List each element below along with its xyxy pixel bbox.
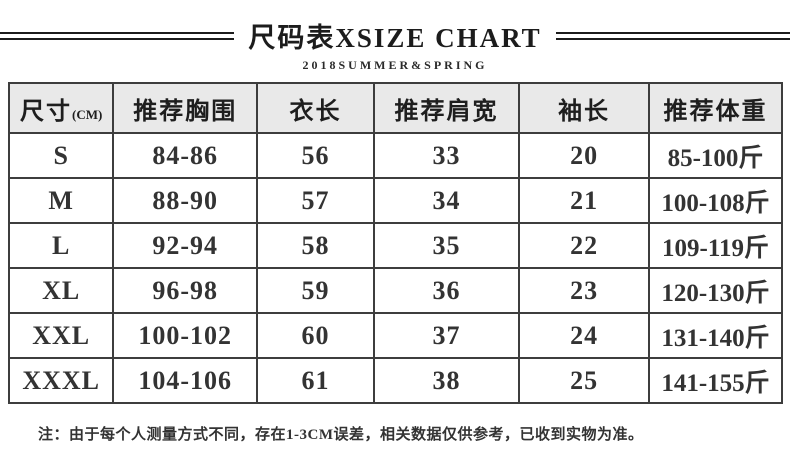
title-block: 尺码表XSIZE CHART 2018SUMMER&SPRING xyxy=(0,16,790,73)
value-cell: 141-155斤 xyxy=(648,357,783,404)
header-size-label: 尺寸 xyxy=(20,98,72,125)
header-row: 尺寸(CM) 推荐胸围 衣长 推荐肩宽 袖长 推荐体重 xyxy=(7,82,783,134)
footnote: 注：由于每个人测量方式不同，存在1-3CM误差，相关数据仅供参考，已收到实物为准… xyxy=(38,427,644,443)
value-cell: 58 xyxy=(256,222,375,269)
table-row: L 92-94 58 35 22 109-119斤 xyxy=(7,222,783,269)
value-cell: 34 xyxy=(372,177,521,224)
page-title: 尺码表XSIZE CHART xyxy=(248,23,542,53)
value-cell: 20 xyxy=(518,132,650,179)
header-size-unit: (CM) xyxy=(72,106,103,122)
value-cell: 35 xyxy=(372,222,521,269)
value-cell: 88-90 xyxy=(112,177,259,224)
value-cell: 56 xyxy=(256,132,375,179)
header-cell-weight: 推荐体重 xyxy=(648,82,783,134)
value-cell: 24 xyxy=(518,312,650,359)
title-rule-right xyxy=(555,31,790,40)
size-cell: XXL xyxy=(7,312,115,359)
page-subtitle: 2018SUMMER&SPRING xyxy=(302,58,488,72)
table-row: M 88-90 57 34 21 100-108斤 xyxy=(7,177,783,224)
value-cell: 100-108斤 xyxy=(648,177,783,224)
table-row: XXXL 104-106 61 38 25 141-155斤 xyxy=(7,357,783,404)
value-cell: 120-130斤 xyxy=(648,267,783,314)
size-cell: M xyxy=(7,177,115,224)
value-cell: 23 xyxy=(518,267,650,314)
value-cell: 85-100斤 xyxy=(648,132,783,179)
value-cell: 84-86 xyxy=(112,132,259,179)
size-chart-table: 尺寸(CM) 推荐胸围 衣长 推荐肩宽 袖长 推荐体重 S 84-86 56 33 20… xyxy=(7,82,783,404)
size-table-header: 尺寸(CM) 推荐胸围 衣长 推荐肩宽 袖长 推荐体重 xyxy=(7,82,783,134)
size-table-body: S 84-86 56 33 20 85-100斤 M 88-90 57 34 21 100-108斤 L… xyxy=(7,132,783,404)
value-cell: 22 xyxy=(518,222,650,269)
header-cell-chest: 推荐胸围 xyxy=(112,82,259,134)
header-cell-size: 尺寸(CM) xyxy=(7,82,115,134)
size-cell: S xyxy=(7,132,115,179)
size-cell: XL xyxy=(7,267,115,314)
value-cell: 21 xyxy=(518,177,650,224)
value-cell: 25 xyxy=(518,357,650,404)
title-row: 尺码表XSIZE CHART xyxy=(0,16,790,55)
value-cell: 38 xyxy=(372,357,521,404)
value-cell: 131-140斤 xyxy=(648,312,783,359)
value-cell: 59 xyxy=(256,267,375,314)
value-cell: 104-106 xyxy=(112,357,259,404)
table-row: XXL 100-102 60 37 24 131-140斤 xyxy=(7,312,783,359)
table-row: S 84-86 56 33 20 85-100斤 xyxy=(7,132,783,179)
header-cell-sleeve: 袖长 xyxy=(518,82,650,134)
value-cell: 36 xyxy=(372,267,521,314)
title-rule-left xyxy=(0,31,235,40)
value-cell: 109-119斤 xyxy=(648,222,783,269)
value-cell: 61 xyxy=(256,357,375,404)
value-cell: 96-98 xyxy=(112,267,259,314)
table-row: XL 96-98 59 36 23 120-130斤 xyxy=(7,267,783,314)
value-cell: 57 xyxy=(256,177,375,224)
size-cell: L xyxy=(7,222,115,269)
header-cell-length: 衣长 xyxy=(256,82,375,134)
value-cell: 37 xyxy=(372,312,521,359)
size-cell: XXXL xyxy=(7,357,115,404)
value-cell: 100-102 xyxy=(112,312,259,359)
value-cell: 60 xyxy=(256,312,375,359)
header-cell-shoulder: 推荐肩宽 xyxy=(372,82,521,134)
value-cell: 33 xyxy=(372,132,521,179)
value-cell: 92-94 xyxy=(112,222,259,269)
